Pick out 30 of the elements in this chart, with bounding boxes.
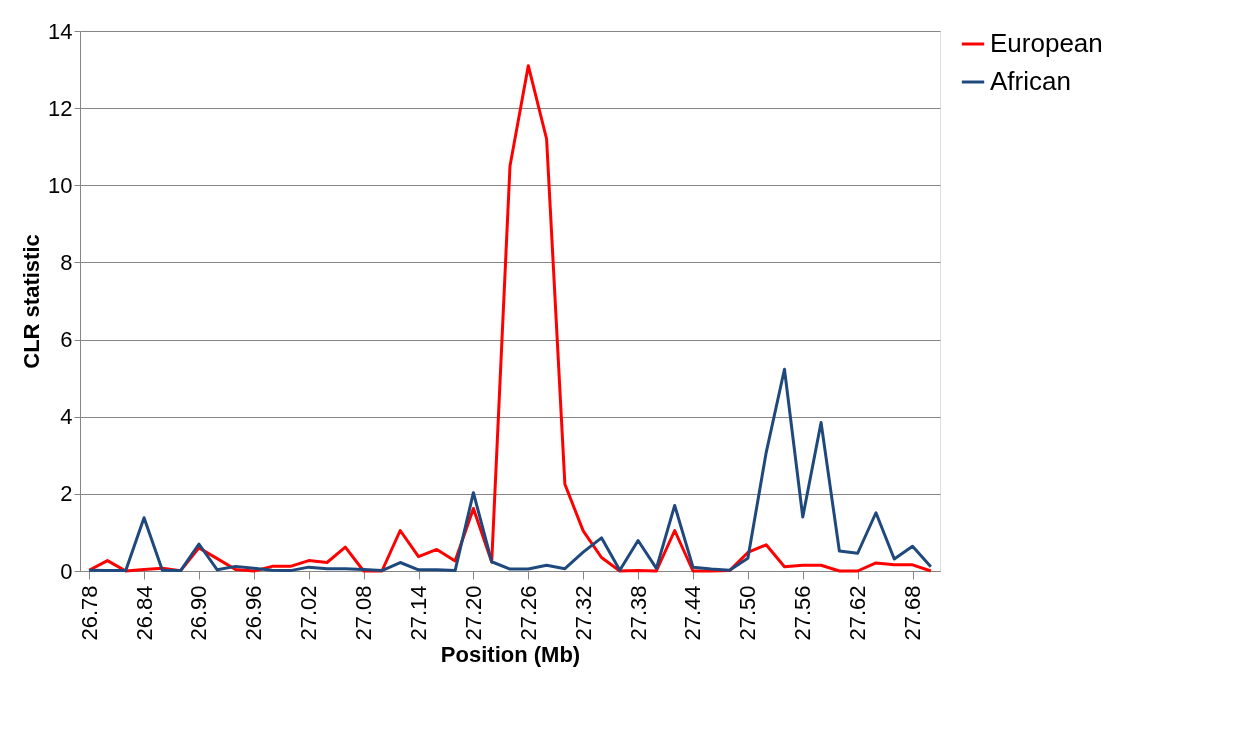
y-tick-label: 8 — [60, 249, 73, 275]
line-series — [87, 64, 933, 573]
x-tick-label: 27.08 — [351, 585, 377, 641]
x-tick-label: 27.62 — [845, 585, 871, 641]
y-tick-label: 10 — [48, 172, 73, 198]
x-tick-label: 27.14 — [406, 585, 432, 641]
x-tick-label: 26.90 — [186, 585, 212, 641]
x-tick-label: 27.44 — [680, 585, 706, 641]
y-axis-title: CLR statistic — [19, 234, 45, 369]
x-tick-label: 27.50 — [735, 585, 761, 641]
x-tick-label: 27.68 — [900, 585, 926, 641]
y-tick-label: 12 — [48, 95, 73, 121]
line-series — [87, 367, 933, 573]
x-tick-label: 26.96 — [241, 585, 267, 641]
x-tick-label: 27.02 — [296, 585, 322, 641]
y-tick-label: 6 — [60, 327, 73, 353]
x-tick-label: 27.38 — [625, 585, 651, 641]
x-tick-label: 27.32 — [570, 585, 596, 641]
x-axis-title: Position (Mb) — [440, 641, 581, 667]
legend-label: African — [990, 66, 1071, 96]
y-tick-label: 0 — [60, 558, 73, 584]
y-tick-label: 2 — [60, 481, 73, 507]
y-tick-label: 4 — [60, 404, 73, 430]
legend-label: European — [990, 28, 1103, 58]
x-tick-label: 26.78 — [76, 585, 102, 641]
y-tick-label: 14 — [48, 18, 73, 44]
x-tick-label: 27.20 — [460, 585, 486, 641]
x-tick-label: 27.26 — [515, 585, 541, 641]
x-tick-label: 26.84 — [131, 585, 157, 641]
x-tick-label: 27.56 — [790, 585, 816, 641]
